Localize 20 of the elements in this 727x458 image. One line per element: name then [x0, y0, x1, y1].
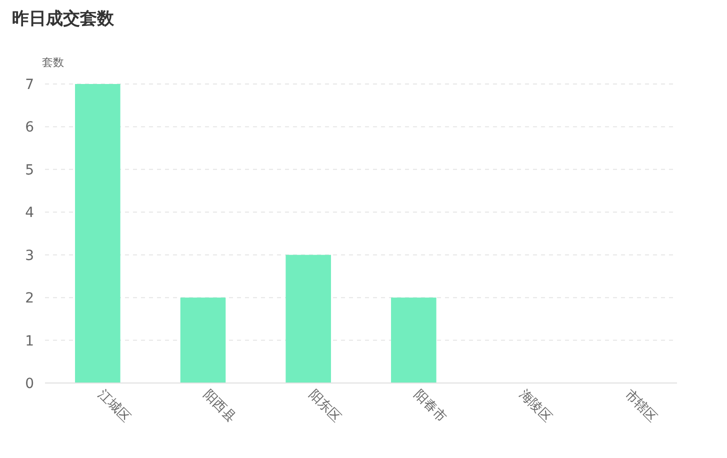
y-tick-label: 3 — [25, 248, 34, 264]
y-tick-label: 5 — [25, 162, 34, 178]
bar — [180, 298, 226, 383]
y-tick-label: 7 — [25, 77, 34, 93]
y-tick-label: 2 — [25, 290, 34, 307]
x-tick-label: 阳春市 — [410, 387, 450, 426]
y-tick-label: 4 — [25, 205, 34, 222]
bar — [391, 298, 436, 383]
bar — [286, 254, 331, 383]
x-tick-label: 江城区 — [94, 387, 134, 426]
x-tick-label: 海陵区 — [516, 387, 554, 426]
y-axis-title: 套数 — [42, 56, 64, 69]
chart-title: 昨日成交套数 — [12, 9, 115, 29]
y-tick-label: 1 — [25, 333, 34, 350]
x-tick-label: 阳西县 — [200, 387, 238, 426]
bar — [75, 84, 120, 383]
y-tick-label: 6 — [25, 120, 34, 136]
x-tick-label: 市辖区 — [622, 387, 660, 426]
x-tick-label: 阳东区 — [306, 387, 344, 426]
y-tick-label: 0 — [25, 376, 34, 392]
